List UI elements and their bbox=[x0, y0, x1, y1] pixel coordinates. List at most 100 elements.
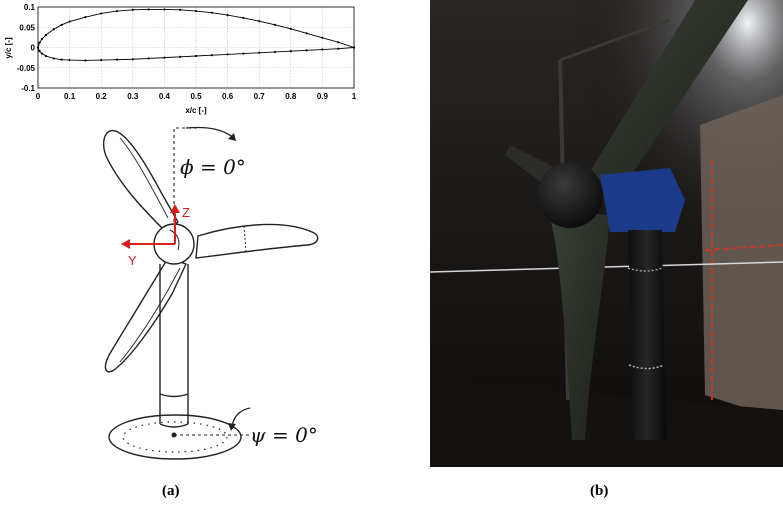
tower bbox=[159, 264, 189, 424]
data-point bbox=[100, 58, 103, 62]
data-point bbox=[38, 50, 41, 53]
tower-ring bbox=[159, 393, 189, 398]
data-point bbox=[115, 9, 119, 13]
wind-tunnel-photo bbox=[430, 0, 783, 467]
data-point bbox=[52, 57, 55, 60]
data-point bbox=[179, 8, 182, 11]
blade-upper-inner bbox=[119, 137, 169, 219]
x-tick-label: 0.8 bbox=[285, 92, 297, 101]
blade-lower-inner bbox=[119, 267, 181, 363]
z-axis-arrowhead bbox=[170, 204, 180, 213]
hub-inner bbox=[169, 229, 180, 251]
data-point bbox=[52, 28, 55, 31]
y-tick-labels: 0.1 0.05 0 -0.05 -0.1 bbox=[17, 3, 36, 93]
data-point bbox=[273, 50, 277, 54]
data-point bbox=[194, 54, 198, 58]
phi-reference-line bbox=[173, 127, 200, 222]
floor bbox=[430, 380, 783, 467]
psi-label: ψ = 0° bbox=[250, 423, 318, 447]
airfoil-profile-chart: 0 0.1 0.2 0.3 0.4 0.5 0.6 0.7 0.8 0.9 1 0.10.050-0… bbox=[4, 3, 357, 115]
data-point bbox=[60, 58, 63, 61]
x-tick-label: 0.9 bbox=[317, 92, 329, 101]
x-tick-label: 0.7 bbox=[254, 92, 266, 101]
x-tick-labels: 0 0.1 0.2 0.3 0.4 0.5 0.6 0.7 0.8 0.9 1 bbox=[36, 92, 357, 101]
data-point bbox=[352, 46, 356, 49]
data-point bbox=[68, 58, 71, 62]
data-point bbox=[44, 54, 48, 58]
x-tick-label: 0.3 bbox=[127, 92, 139, 101]
photo-blade-lower bbox=[548, 210, 610, 440]
y-axis-label: y/c [-] bbox=[4, 37, 13, 59]
data-point bbox=[163, 8, 166, 11]
data-point bbox=[179, 55, 182, 58]
tower-base bbox=[159, 423, 189, 428]
data-point bbox=[84, 16, 87, 19]
data-point bbox=[337, 41, 340, 44]
tunnel-line bbox=[430, 261, 783, 273]
data-point bbox=[147, 8, 150, 11]
data-point bbox=[60, 23, 63, 26]
x-tick-label: 0.6 bbox=[222, 92, 234, 101]
x-tick-label: 0.1 bbox=[64, 92, 76, 101]
base-disc-inner bbox=[122, 421, 228, 453]
right-wall bbox=[700, 95, 783, 420]
x-tick-label: 0.2 bbox=[96, 92, 108, 101]
z-axis-label: Z bbox=[182, 205, 190, 220]
data-point bbox=[337, 47, 340, 50]
data-point bbox=[258, 20, 261, 23]
right-wall-red-line-2 bbox=[704, 244, 783, 251]
data-point bbox=[289, 27, 292, 30]
data-point bbox=[210, 11, 213, 14]
data-point bbox=[38, 41, 41, 44]
data-point bbox=[115, 58, 119, 61]
data-point bbox=[273, 23, 277, 26]
psi-arrow-head bbox=[228, 423, 236, 431]
data-point bbox=[226, 53, 229, 56]
data-point bbox=[210, 54, 213, 57]
base-disc bbox=[108, 414, 242, 460]
photo-tower bbox=[628, 230, 666, 440]
frame-top bbox=[559, 18, 671, 62]
y-axis-arrowhead bbox=[121, 239, 130, 249]
data-point bbox=[131, 58, 134, 61]
data-point bbox=[321, 48, 324, 51]
turbine-sketch: Z Y ϕ = 0° ψ = 0° bbox=[102, 126, 319, 460]
caption-b: (b) bbox=[590, 483, 609, 499]
data-point bbox=[258, 51, 261, 54]
tower-band bbox=[628, 364, 665, 370]
data-point bbox=[40, 52, 44, 55]
data-point bbox=[163, 56, 166, 59]
data-point bbox=[131, 8, 134, 11]
chart-grid bbox=[37, 6, 355, 89]
x-tick-label: 1 bbox=[352, 92, 357, 101]
data-point bbox=[36, 46, 40, 49]
data-point bbox=[321, 36, 324, 39]
tower-band-2 bbox=[627, 267, 663, 272]
data-point bbox=[305, 32, 308, 35]
photo-hub bbox=[537, 162, 603, 228]
caption-a: (a) bbox=[162, 483, 180, 499]
nacelle bbox=[600, 168, 685, 232]
data-point bbox=[100, 12, 103, 15]
y-tick-label: -0.1 bbox=[21, 84, 35, 93]
data-point bbox=[68, 20, 71, 23]
y-axis-label-sketch: Y bbox=[128, 253, 137, 268]
data-point bbox=[242, 52, 245, 55]
data-point bbox=[305, 49, 308, 52]
photo-blade-upper bbox=[580, 0, 748, 195]
data-point bbox=[242, 16, 245, 20]
blade-upper bbox=[102, 129, 179, 231]
psi-rotation-arrow bbox=[231, 407, 251, 427]
data-point bbox=[40, 37, 44, 41]
phi-rotation-arrow bbox=[185, 126, 235, 139]
data-point bbox=[44, 33, 48, 37]
phi-arrow-head bbox=[228, 133, 236, 141]
x-tick-label: 0.5 bbox=[190, 92, 202, 101]
data-point bbox=[147, 57, 150, 60]
y-tick-label: -0.05 bbox=[17, 64, 36, 73]
data-point bbox=[84, 59, 87, 62]
x-tick-label: 0.4 bbox=[159, 92, 171, 101]
blade-lower bbox=[104, 257, 187, 373]
x-axis-label: x/c [-] bbox=[185, 106, 207, 115]
data-point bbox=[194, 9, 198, 13]
